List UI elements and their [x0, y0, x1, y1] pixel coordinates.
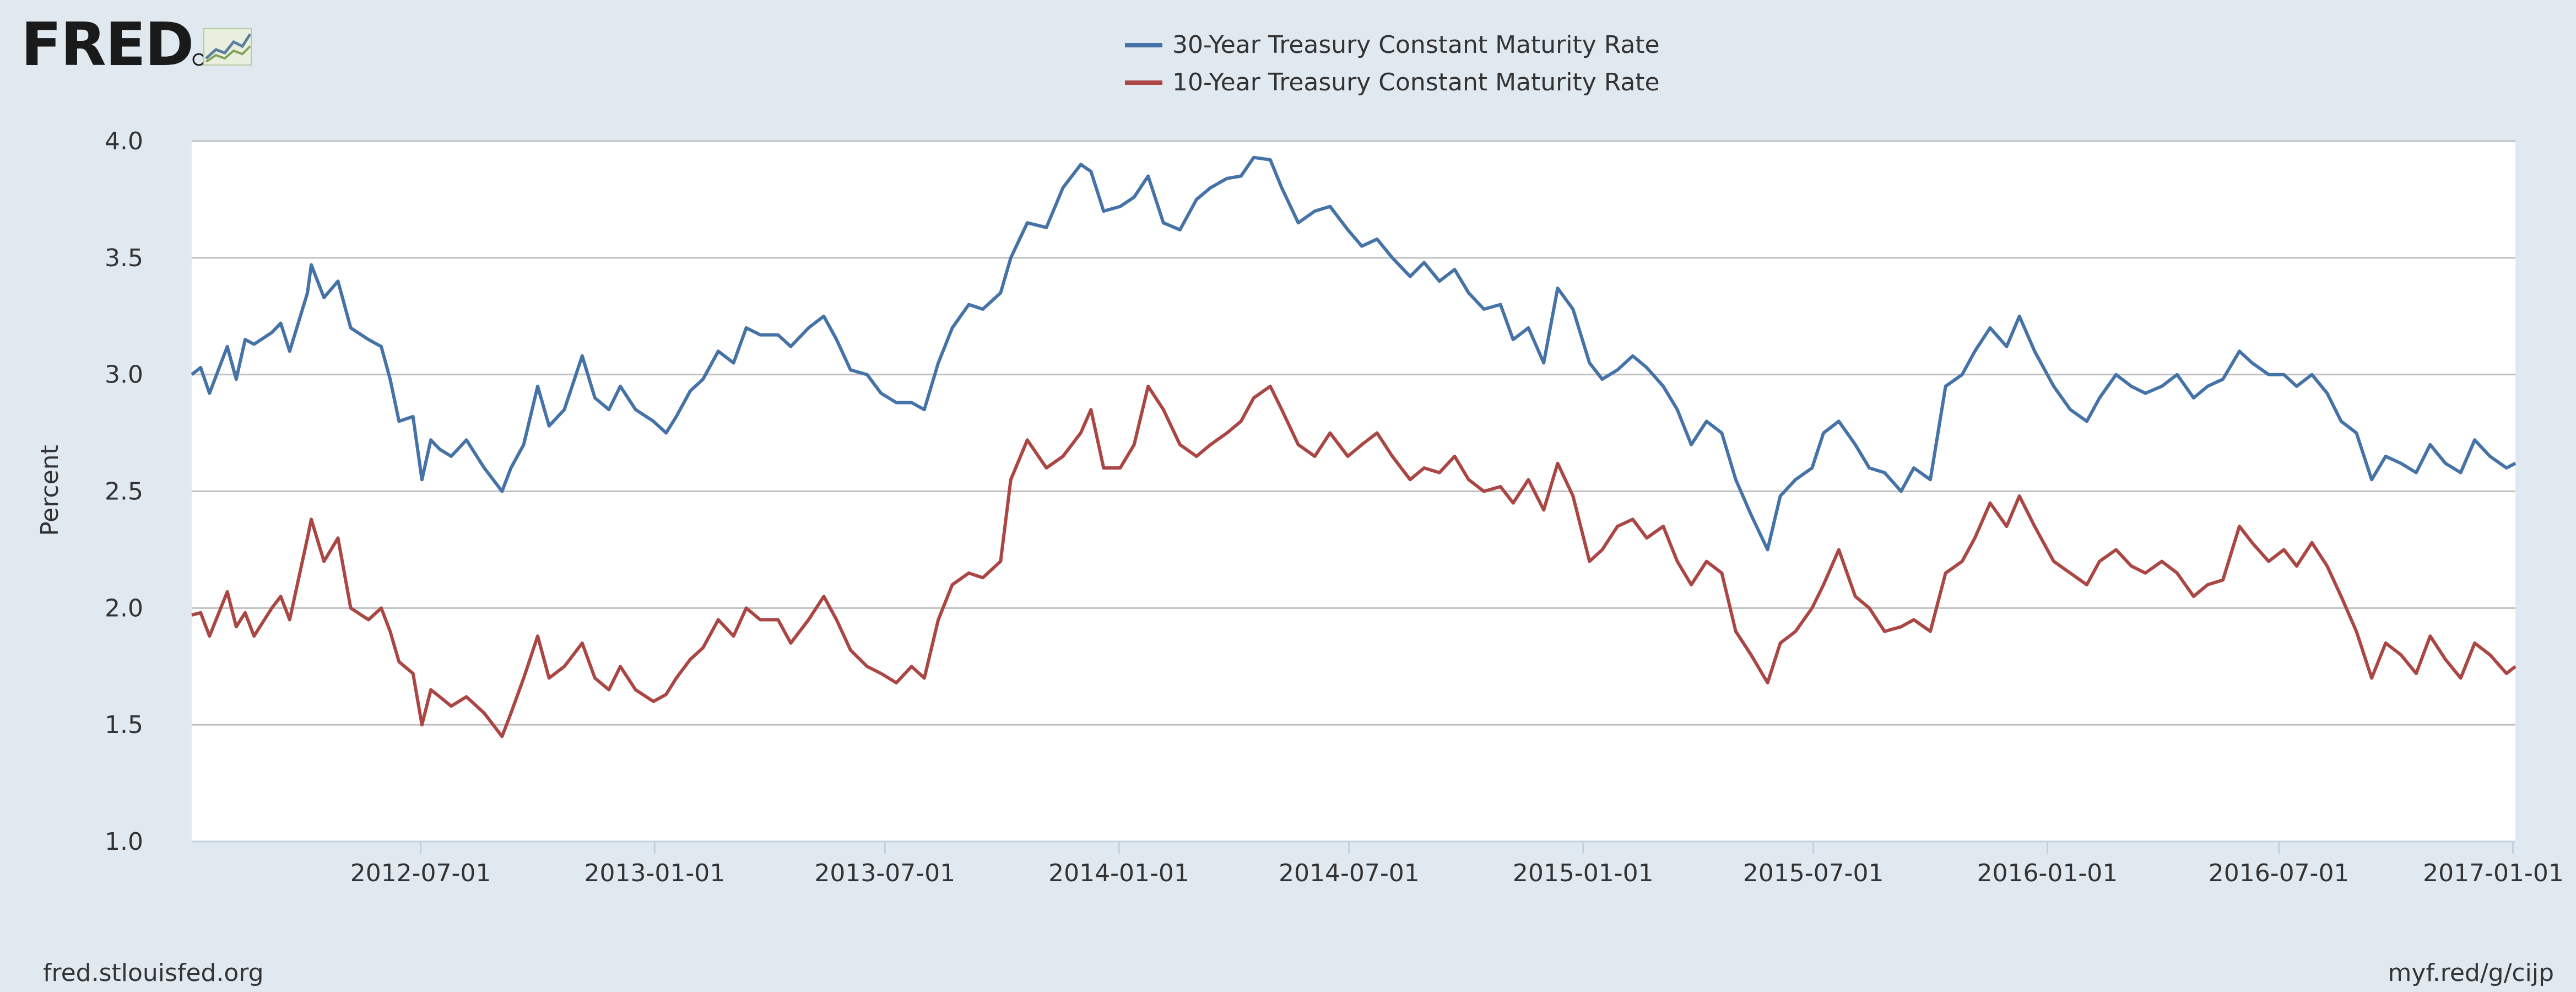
line-graph-icon	[203, 28, 252, 66]
x-tick-label: 2014-07-01	[1279, 859, 1420, 887]
y-tick-label: 4.0	[105, 127, 143, 155]
y-tick-label: 2.0	[105, 594, 143, 622]
y-axis-title: Percent	[36, 445, 64, 536]
x-tick-label: 2013-07-01	[814, 859, 955, 887]
fred-logo[interactable]: FRED	[21, 10, 252, 79]
legend-label: 10-Year Treasury Constant Maturity Rate	[1172, 68, 1660, 96]
footer-shortlink[interactable]: myf.red/g/cijp	[2388, 959, 2554, 987]
y-tick-label: 3.0	[105, 361, 143, 389]
grid-lines	[192, 140, 2515, 726]
logo-text: FRED	[21, 10, 193, 79]
y-tick-label: 1.0	[105, 828, 143, 856]
x-tick-label: 2015-07-01	[1743, 859, 1884, 887]
x-tick-label: 2016-01-01	[1977, 859, 2118, 887]
series-lines	[191, 155, 2517, 738]
legend-item-series-2[interactable]: 10-Year Treasury Constant Maturity Rate	[1125, 68, 1660, 96]
x-tick-label: 2014-01-01	[1048, 859, 1189, 887]
registered-mark-icon	[192, 53, 205, 66]
x-tick-label: 2015-01-01	[1513, 859, 1654, 887]
y-axis: 1.0 1.5 2.0 2.5 3.0 3.5 4.0	[105, 127, 143, 856]
x-tick-label: 2012-07-01	[350, 859, 491, 887]
footer-source[interactable]: fred.stlouisfed.org	[43, 959, 264, 987]
series-line-1[interactable]	[191, 155, 2517, 552]
legend: 30-Year Treasury Constant Maturity Rate …	[1125, 31, 1660, 96]
y-tick-label: 1.5	[105, 711, 143, 739]
legend-label: 30-Year Treasury Constant Maturity Rate	[1172, 31, 1660, 59]
x-tick-label: 2017-01-01	[2423, 859, 2564, 887]
series-line-2[interactable]	[191, 384, 2517, 738]
x-tick-label: 2013-01-01	[585, 859, 726, 887]
legend-item-series-1[interactable]: 30-Year Treasury Constant Maturity Rate	[1125, 31, 1660, 59]
y-tick-label: 3.5	[105, 244, 143, 272]
y-tick-label: 2.5	[105, 478, 143, 506]
x-axis: 2012-07-01 2013-01-01 2013-07-01 2014-01-01…	[350, 842, 2564, 887]
x-tick-label: 2016-07-01	[2209, 859, 2350, 887]
